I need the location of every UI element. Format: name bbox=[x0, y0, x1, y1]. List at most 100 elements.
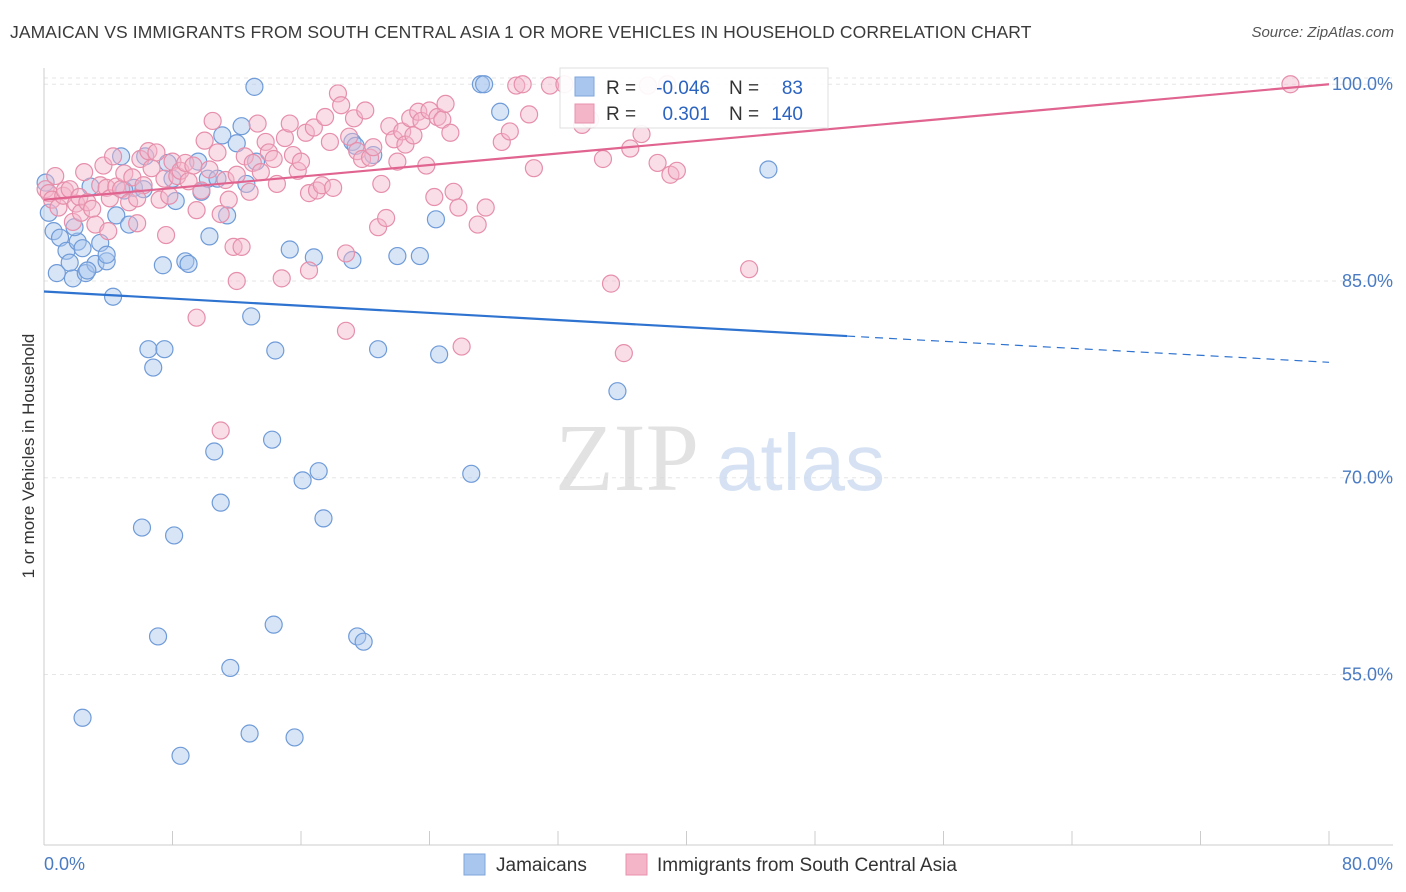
data-point bbox=[449, 198, 468, 217]
data-point bbox=[475, 75, 494, 94]
data-point bbox=[275, 128, 295, 148]
data-point bbox=[593, 149, 613, 169]
data-point bbox=[147, 143, 166, 162]
data-point bbox=[46, 166, 65, 186]
data-point bbox=[507, 76, 526, 95]
data-point bbox=[75, 163, 94, 182]
data-point bbox=[97, 252, 116, 271]
data-point bbox=[513, 75, 532, 94]
data-point bbox=[97, 178, 116, 197]
data-point bbox=[410, 246, 429, 266]
data-point bbox=[468, 215, 487, 234]
data-point bbox=[136, 147, 155, 166]
data-point bbox=[740, 260, 759, 279]
legend-swatch-immigrants bbox=[625, 853, 648, 876]
trend-line-immigrants bbox=[43, 83, 1330, 201]
data-point bbox=[198, 169, 217, 188]
data-point bbox=[264, 149, 283, 169]
legend-blue-n-value: 83 bbox=[782, 78, 803, 99]
data-point bbox=[60, 253, 79, 272]
data-point bbox=[336, 321, 356, 340]
data-point bbox=[218, 206, 237, 225]
legend-blue-n-label: N = bbox=[729, 78, 759, 99]
series-legend: Jamaicans Immigrants from South Central … bbox=[463, 853, 957, 876]
data-point bbox=[291, 152, 311, 171]
data-point bbox=[184, 156, 203, 175]
data-point bbox=[107, 206, 126, 225]
data-point bbox=[176, 252, 195, 271]
trend-line-jamaicans-extrapolated bbox=[847, 335, 1330, 363]
data-point bbox=[99, 222, 118, 241]
data-point bbox=[759, 160, 778, 179]
data-point bbox=[251, 163, 270, 182]
data-point bbox=[452, 337, 471, 356]
data-point bbox=[73, 708, 92, 727]
data-point bbox=[388, 246, 407, 266]
data-point bbox=[312, 176, 331, 195]
y-axis-label: 1 or more Vehicles in Household bbox=[19, 334, 38, 579]
legend-swatch-jamaicans bbox=[463, 853, 486, 876]
data-point bbox=[221, 658, 240, 678]
data-point bbox=[667, 161, 686, 180]
data-point bbox=[71, 203, 91, 222]
data-point bbox=[227, 271, 246, 291]
data-point bbox=[388, 152, 407, 171]
data-point bbox=[519, 105, 539, 124]
data-point bbox=[160, 186, 179, 205]
data-point bbox=[309, 462, 328, 481]
legend-swatch-pink bbox=[574, 103, 595, 124]
data-point bbox=[491, 102, 510, 121]
legend-label-jamaicans: Jamaicans bbox=[496, 855, 587, 876]
data-point bbox=[179, 254, 198, 274]
data-point bbox=[285, 728, 304, 747]
data-point bbox=[153, 256, 172, 275]
data-point bbox=[248, 114, 267, 133]
data-point bbox=[242, 307, 261, 326]
data-point bbox=[171, 746, 190, 765]
x-tick-label-min: 0.0% bbox=[44, 854, 85, 874]
data-point bbox=[211, 204, 230, 224]
data-point bbox=[227, 165, 246, 184]
data-point bbox=[155, 340, 174, 359]
data-point bbox=[44, 222, 63, 241]
legend-label-immigrants: Immigrants from South Central Asia bbox=[657, 855, 957, 876]
data-point bbox=[476, 198, 495, 217]
legend-blue-r-label: R = bbox=[606, 78, 636, 99]
data-point bbox=[315, 107, 335, 127]
data-point bbox=[264, 615, 283, 634]
data-point bbox=[500, 122, 519, 141]
legend-blue-r-value: -0.046 bbox=[656, 78, 710, 99]
data-point bbox=[227, 134, 246, 153]
stats-legend: R = -0.046 N = 83 R = 0.301 N = 140 bbox=[559, 67, 829, 129]
data-point bbox=[360, 148, 380, 167]
data-point bbox=[203, 111, 222, 131]
data-point bbox=[369, 340, 388, 359]
data-point bbox=[156, 225, 176, 245]
data-point bbox=[601, 274, 621, 293]
data-point bbox=[240, 724, 259, 743]
data-point bbox=[200, 160, 219, 179]
data-point bbox=[280, 240, 299, 259]
data-point bbox=[540, 76, 560, 95]
trend-line-jamaicans bbox=[43, 290, 848, 338]
stats-legend-box bbox=[559, 67, 829, 129]
data-point bbox=[165, 526, 184, 545]
data-point bbox=[139, 340, 158, 359]
data-point bbox=[372, 174, 391, 194]
data-point bbox=[144, 358, 163, 377]
data-point bbox=[332, 96, 351, 115]
data-point bbox=[47, 264, 66, 283]
data-point bbox=[614, 344, 633, 363]
data-point bbox=[256, 132, 275, 152]
data-point bbox=[404, 126, 423, 145]
data-point bbox=[148, 627, 168, 646]
data-point bbox=[299, 261, 319, 280]
data-point bbox=[648, 153, 667, 173]
data-point bbox=[340, 127, 359, 146]
data-point bbox=[324, 178, 343, 197]
data-point bbox=[314, 509, 333, 528]
data-point bbox=[304, 118, 323, 137]
data-point bbox=[320, 132, 340, 152]
data-point bbox=[36, 173, 55, 192]
